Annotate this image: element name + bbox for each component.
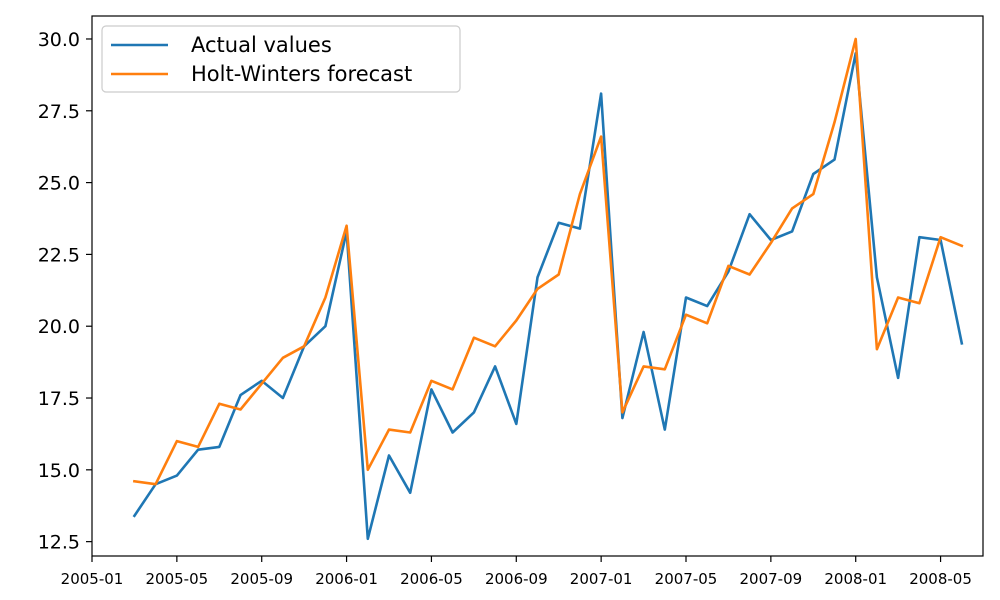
x-tick-label: 2005-09 — [230, 570, 293, 588]
series-line-1 — [132, 37, 964, 486]
y-tick-label: 15.0 — [38, 460, 80, 482]
x-tick-label: 2008-05 — [909, 570, 972, 588]
series-layer — [132, 37, 964, 541]
y-tick-label: 27.5 — [38, 101, 80, 123]
y-tick-label: 30.0 — [38, 29, 80, 51]
legend-label: Holt-Winters forecast — [191, 62, 412, 86]
y-tick-label: 25.0 — [38, 173, 80, 195]
y-tick-label: 17.5 — [38, 388, 80, 410]
y-tick-label: 12.5 — [38, 532, 80, 554]
x-tick-label: 2007-09 — [740, 570, 803, 588]
x-tick-label: 2007-05 — [655, 570, 718, 588]
x-axis: 2005-01 2005-05 2005-09 2006-01 2006-05 2006-… — [61, 556, 972, 588]
x-tick-label: 2005-05 — [146, 570, 209, 588]
y-tick-label: 20.0 — [38, 316, 80, 338]
series-line-0 — [132, 51, 964, 541]
x-tick-label: 2005-01 — [61, 570, 124, 588]
plot-frame — [91, 15, 984, 557]
legend: Actual values Holt-Winters forecast — [101, 25, 461, 93]
legend-box — [101, 25, 461, 93]
x-tick-label: 2008-01 — [824, 570, 887, 588]
x-tick-label: 2006-09 — [485, 570, 548, 588]
x-tick-label: 2006-01 — [315, 570, 378, 588]
y-axis: 12.5 15.0 17.5 20.0 22.5 25.0 27.5 30.0 — [38, 29, 92, 554]
x-tick-label: 2006-05 — [400, 570, 463, 588]
legend-label: Actual values — [191, 33, 332, 57]
x-tick-label: 2007-01 — [570, 570, 633, 588]
y-tick-label: 22.5 — [38, 244, 80, 266]
